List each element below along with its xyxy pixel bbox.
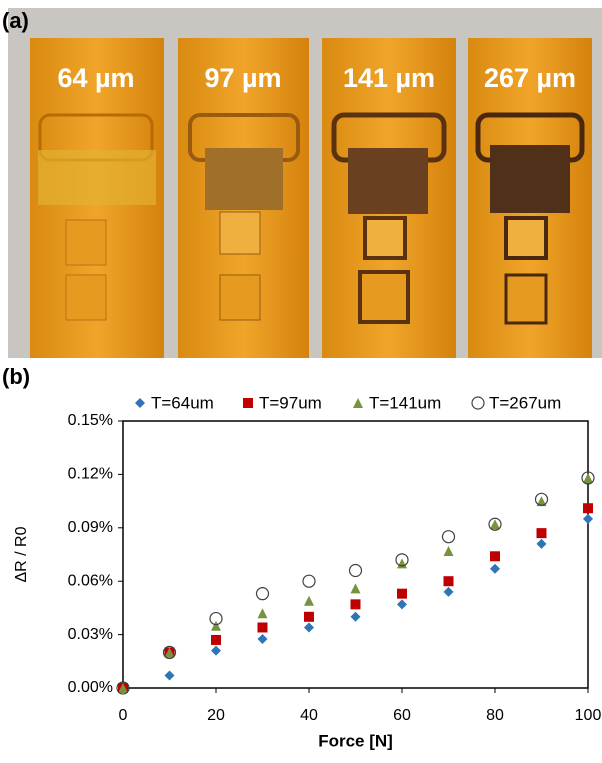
x-tick-label: 0: [119, 707, 128, 724]
y-tick-label: 0.03%: [68, 626, 113, 643]
data-point: [583, 472, 593, 483]
data-point: [211, 620, 221, 631]
data-point: [209, 611, 223, 626]
data-point: [257, 608, 268, 619]
data-point: [257, 634, 268, 645]
data-point: [304, 611, 314, 622]
x-tick-label: 60: [393, 707, 411, 724]
sensor-strip: [178, 38, 309, 358]
data-point: [118, 683, 128, 693]
y-tick-label: 0.09%: [68, 519, 113, 536]
legend-label: T=267um: [489, 393, 561, 412]
panel-label: (b): [2, 364, 30, 389]
sensor-strip: [468, 38, 592, 358]
data-point: [490, 519, 500, 530]
legend-marker: [243, 398, 253, 408]
thickness-label: 141 µm: [343, 63, 435, 93]
data-point: [162, 645, 177, 660]
data-point: [350, 599, 361, 610]
sensor-strip: [322, 38, 456, 358]
data-point: [350, 583, 361, 594]
legend-marker: [471, 396, 485, 410]
legend-marker: [353, 398, 363, 408]
data-point: [536, 528, 547, 539]
sensor-strip: [30, 38, 164, 358]
data-point: [257, 622, 268, 633]
legend-label: T=97um: [259, 393, 322, 412]
data-point: [397, 558, 407, 569]
data-point: [443, 576, 454, 587]
thickness-label: 97 µm: [204, 63, 281, 93]
y-axis-label: ΔR / R0: [13, 526, 30, 582]
data-point: [397, 599, 407, 610]
data-point: [536, 538, 547, 549]
panel-label: (a): [2, 8, 29, 33]
data-point: [397, 588, 407, 599]
photo: [8, 8, 602, 358]
data-point: [443, 586, 454, 597]
x-axis-label: Force [N]: [318, 731, 393, 750]
data-point: [488, 517, 502, 531]
data-point: [583, 503, 593, 514]
legend-label: T=64um: [151, 393, 214, 412]
data-point: [534, 492, 549, 506]
y-tick-label: 0.06%: [68, 572, 113, 589]
thickness-label: 267 µm: [484, 63, 576, 93]
data-point: [350, 611, 361, 622]
data-point: [443, 545, 454, 556]
x-tick-label: 40: [300, 707, 318, 724]
data-point: [211, 645, 221, 656]
data-point: [255, 587, 270, 601]
plot-area: [122, 420, 589, 689]
data-point: [581, 471, 595, 485]
data-point: [490, 563, 500, 574]
data-point: [536, 496, 547, 507]
data-point: [304, 622, 314, 633]
data-point: [395, 553, 409, 567]
y-tick-label: 0.00%: [68, 679, 113, 696]
data-point: [441, 530, 456, 544]
x-tick-label: 20: [207, 707, 225, 724]
data-point: [302, 574, 316, 588]
data-point: [164, 670, 175, 681]
data-point: [304, 595, 314, 606]
data-point: [116, 681, 130, 695]
thickness-label: 64 µm: [57, 63, 134, 93]
data-point: [583, 513, 593, 524]
y-tick-label: 0.12%: [68, 466, 113, 483]
x-tick-label: 80: [486, 707, 504, 724]
x-tick-label: 100: [575, 707, 602, 724]
data-point: [211, 634, 221, 645]
data-point: [348, 563, 363, 578]
legend-label: T=141um: [369, 393, 441, 412]
data-point: [164, 647, 175, 658]
legend-marker: [135, 398, 145, 408]
data-point: [490, 551, 500, 562]
y-tick-label: 0.15%: [68, 412, 113, 429]
